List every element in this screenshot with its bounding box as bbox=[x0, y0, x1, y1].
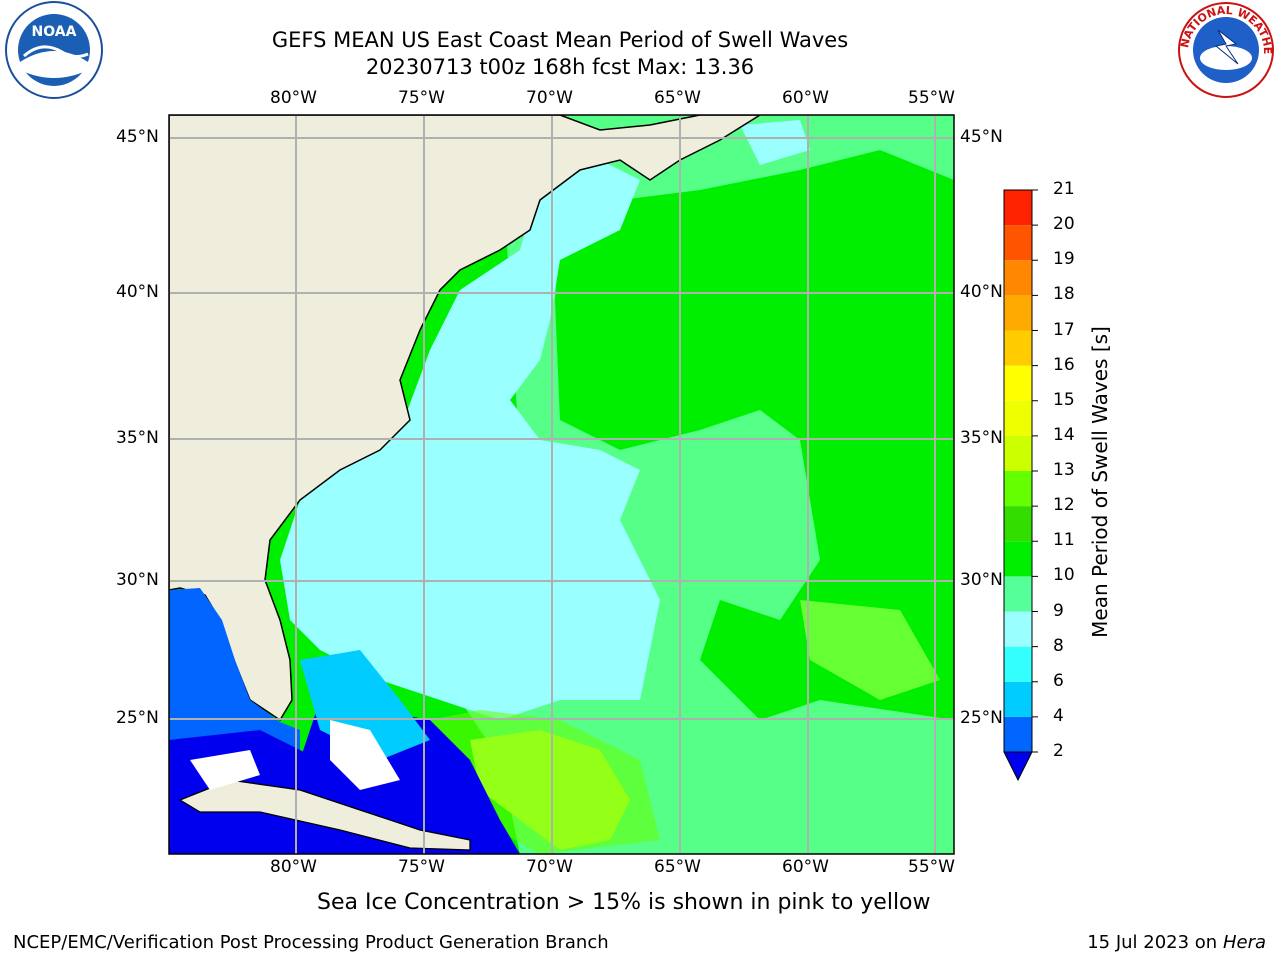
colorbar-swatch bbox=[1004, 295, 1032, 331]
colorbar-tick-label: 2 bbox=[1053, 741, 1064, 761]
colorbar-tick-label: 6 bbox=[1053, 670, 1064, 691]
colorbar-swatch bbox=[1004, 576, 1032, 612]
land-cuba bbox=[178, 779, 471, 851]
colorbar-tick-label: 11 bbox=[1053, 530, 1075, 551]
colorbar-swatch bbox=[1004, 646, 1032, 682]
colorbar-swatch bbox=[1004, 225, 1032, 261]
colorbar-swatch bbox=[1004, 681, 1032, 717]
lon-label-top: 55°W bbox=[908, 88, 955, 108]
bahamas-mask bbox=[330, 720, 400, 790]
colorbar-swatch bbox=[1004, 400, 1032, 436]
florida-keys-mask bbox=[190, 750, 260, 790]
lon-label-top: 70°W bbox=[526, 88, 573, 108]
colorbar-tick-label: 9 bbox=[1053, 600, 1064, 621]
colorbar-tick-label: 20 bbox=[1053, 214, 1075, 235]
lat-label-right: 25°N bbox=[960, 708, 1003, 728]
colorbar-tick-label: 16 bbox=[1053, 354, 1075, 375]
colorbar-tick-label: 17 bbox=[1053, 319, 1075, 340]
lon-label-top: 80°W bbox=[270, 88, 317, 108]
lon-label-bottom: 70°W bbox=[526, 857, 573, 877]
lat-label-left: 30°N bbox=[116, 570, 159, 590]
colorbar-swatch bbox=[1004, 506, 1032, 542]
colorbar-swatch bbox=[1004, 541, 1032, 577]
nws-logo: NATIONAL WEATHER SERVICE bbox=[1174, 0, 1274, 98]
lon-label-bottom: 80°W bbox=[270, 857, 317, 877]
lat-label-right: 30°N bbox=[960, 570, 1003, 590]
colorbar-tick-label: 15 bbox=[1053, 389, 1075, 410]
sea-ice-note: Sea Ice Concentration > 15% is shown in … bbox=[317, 890, 931, 915]
lon-label-bottom: 75°W bbox=[398, 857, 445, 877]
colorbar-swatch bbox=[1004, 190, 1032, 226]
lon-label-bottom: 65°W bbox=[654, 857, 701, 877]
noaa-logo: NOAA bbox=[5, 1, 103, 99]
chart-subtitle: 20230713 t00z 168h fcst Max: 13.36 bbox=[365, 55, 755, 79]
colorbar-extension bbox=[1003, 751, 1033, 782]
colorbar-tick-label: 18 bbox=[1053, 284, 1075, 305]
map-gridlines bbox=[169, 115, 954, 854]
colorbar-tick-label: 19 bbox=[1053, 249, 1075, 270]
lat-label-left: 40°N bbox=[116, 282, 159, 302]
colorbar-tick-label: 12 bbox=[1053, 495, 1075, 516]
colorbar-tick-label: 8 bbox=[1053, 635, 1064, 656]
colorbar-swatch bbox=[1004, 435, 1032, 471]
footer-date-text: 15 Jul 2023 on bbox=[1087, 932, 1223, 953]
footer-date: 15 Jul 2023 on Hera bbox=[1087, 932, 1266, 953]
colorbar-tick-label: 4 bbox=[1053, 705, 1064, 726]
lat-label-left: 25°N bbox=[116, 708, 159, 728]
colorbar-swatch bbox=[1004, 611, 1032, 647]
colorbar-tick-label: 10 bbox=[1053, 565, 1075, 586]
contour-8-9s-ne bbox=[740, 120, 810, 165]
colorbar-swatch bbox=[1004, 330, 1032, 366]
lon-label-top: 75°W bbox=[398, 88, 445, 108]
colorbar-tick-label: 21 bbox=[1053, 179, 1075, 199]
colorbar-swatch bbox=[1004, 260, 1032, 296]
lat-label-right: 35°N bbox=[960, 428, 1003, 448]
colorbar-label: Mean Period of Swell Waves [s] bbox=[1087, 326, 1112, 638]
colorbar-swatch bbox=[1004, 471, 1032, 507]
colorbar-swatch bbox=[1004, 365, 1032, 401]
lat-label-left: 45°N bbox=[116, 127, 159, 147]
lat-label-left: 35°N bbox=[116, 428, 159, 448]
contour-9-10s-east bbox=[800, 600, 940, 700]
colorbar bbox=[1003, 189, 1038, 782]
colorbar-tick-label: 13 bbox=[1053, 460, 1075, 480]
footer-credit: NCEP/EMC/Verification Post Processing Pr… bbox=[13, 932, 609, 953]
footer-host: Hera bbox=[1222, 932, 1266, 953]
noaa-logo-text: NOAA bbox=[32, 24, 77, 40]
lon-label-bottom: 55°W bbox=[908, 857, 955, 877]
colorbar-tick-label: 14 bbox=[1053, 424, 1075, 445]
lon-label-top: 60°W bbox=[782, 88, 829, 108]
lon-label-bottom: 60°W bbox=[782, 857, 829, 877]
lon-label-top: 65°W bbox=[654, 88, 701, 108]
map-frame bbox=[168, 114, 955, 855]
chart-title: GEFS MEAN US East Coast Mean Period of S… bbox=[271, 28, 849, 52]
lat-label-right: 40°N bbox=[960, 282, 1003, 302]
colorbar-swatch bbox=[1004, 716, 1032, 752]
lat-label-right: 45°N bbox=[960, 127, 1003, 147]
